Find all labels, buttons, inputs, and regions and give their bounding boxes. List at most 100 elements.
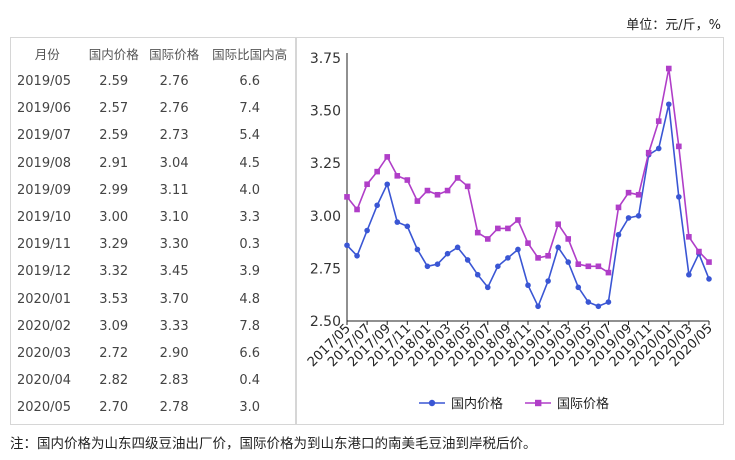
domestic-price-point	[444, 250, 451, 257]
domestic-price-point	[484, 284, 491, 291]
table-row: 2019/07 2.59 2.73 5.4	[11, 122, 295, 149]
cell-difference: 7.8	[239, 318, 261, 334]
domestic-price-point	[525, 282, 531, 289]
cell-international-price: 3.45	[159, 264, 189, 280]
international-price-point	[676, 143, 682, 150]
cell-month: 2019/10	[17, 210, 72, 226]
international-price-point	[484, 236, 491, 242]
y-tick-label: 3.25	[310, 156, 341, 172]
cell-domestic-price: 2.70	[99, 400, 129, 416]
cell-difference: 4.0	[239, 182, 261, 198]
cell-domestic-price: 2.59	[99, 74, 129, 90]
international-price-point	[575, 261, 582, 267]
international-price-point	[454, 175, 461, 181]
domestic-price-point	[404, 223, 411, 230]
cell-international-price: 2.76	[159, 74, 189, 90]
domestic-price-point	[454, 244, 461, 251]
international-price-point	[545, 252, 551, 259]
cell-international-price: 2.78	[159, 400, 189, 416]
domestic-price-point	[605, 299, 612, 305]
y-tick-label: 2.75	[310, 261, 341, 277]
international-price-point	[686, 234, 692, 240]
domestic-price-point	[364, 227, 370, 234]
international-price-point	[384, 154, 391, 160]
table-row: 2019/09 2.99 3.11 4.0	[11, 177, 295, 204]
price-line-chart: 2.502.753.003.253.503.752017/052017/0720…	[305, 51, 716, 412]
table-row: 2020/03 2.72 2.90 6.6	[11, 340, 295, 367]
domestic-price-point	[424, 263, 431, 270]
cell-international-price: 2.76	[159, 101, 189, 117]
domestic-price-point	[595, 303, 602, 310]
y-tick-label: 3.75	[310, 51, 341, 67]
domestic-price-point	[615, 231, 622, 238]
table-row: 2019/05 2.59 2.76 6.6	[11, 68, 295, 95]
cell-domestic-price: 3.09	[99, 318, 129, 334]
cell-domestic-price: 3.29	[99, 237, 129, 253]
international-price-point	[394, 173, 401, 179]
domestic-price-point	[374, 202, 380, 209]
international-price-point	[645, 149, 652, 156]
international-price-point	[434, 191, 441, 198]
table-body: 2019/05 2.59 2.76 6.6 2019/06 2.57 2.76 7.4 2019…	[11, 68, 295, 421]
international-price-point	[595, 263, 602, 270]
cell-difference: 4.8	[239, 291, 261, 307]
cell-month: 2020/04	[17, 373, 72, 389]
international-price-point	[474, 229, 481, 236]
cell-difference: 0.4	[239, 373, 261, 389]
price-table-panel: 月份 国内价格 国际价格 国际比国内高 2019/05 2.59 2.76 6.6 20…	[10, 37, 296, 425]
international-price-point	[444, 187, 451, 194]
cell-international-price: 3.10	[159, 210, 189, 226]
cell-domestic-price: 2.99	[99, 182, 129, 198]
cell-month: 2019/07	[17, 128, 72, 144]
cell-international-price: 3.33	[159, 318, 189, 334]
table-row: 2020/04 2.82 2.83 0.4	[11, 367, 295, 394]
cell-difference: 4.5	[239, 155, 261, 171]
cell-domestic-price: 3.32	[99, 264, 129, 280]
price-chart-panel: 2.50 2.75 3.00 3.25 3.50 3.75 2017/05 2017/07 20…	[296, 37, 724, 425]
y-tick-label: 3.50	[310, 104, 341, 120]
international-price-point	[344, 194, 350, 200]
table-header-row: 月份 国内价格 国际价格 国际比国内高	[11, 38, 295, 68]
legend-international-marker	[535, 399, 542, 407]
international-price-point	[706, 259, 712, 265]
domestic-price-point	[625, 215, 632, 221]
international-price-point	[665, 65, 672, 72]
cell-domestic-price: 2.57	[99, 101, 129, 117]
international-price-point	[464, 183, 471, 190]
cell-month: 2019/11	[17, 237, 72, 253]
cell-difference: 3.3	[239, 210, 261, 226]
cell-month: 2019/12	[17, 264, 72, 280]
international-price-point	[495, 225, 501, 232]
cell-difference: 7.4	[239, 101, 261, 117]
domestic-price-point	[394, 219, 401, 225]
domestic-price-point	[535, 303, 541, 310]
domestic-price-point	[585, 299, 592, 305]
domestic-price-point	[344, 242, 350, 249]
cell-international-price: 3.30	[159, 237, 189, 253]
international-price-point	[525, 240, 531, 246]
international-price-point	[615, 204, 622, 211]
header-international-price: 国际价格	[149, 46, 200, 62]
domestic-price-point	[414, 246, 421, 253]
international-price-point	[354, 206, 360, 213]
footnote: 注：国内价格为山东四级豆油出厂价，国际价格为到山东港口的南美毛豆油到岸税后价。	[10, 436, 537, 452]
international-price-point	[585, 263, 592, 270]
domestic-price-point	[474, 271, 481, 278]
domestic-price-point	[495, 263, 501, 270]
y-tick-label: 2.50	[310, 314, 341, 330]
table-row: 2019/06 2.57 2.76 7.4	[11, 95, 295, 122]
domestic-price-point	[655, 145, 662, 152]
cell-international-price: 3.70	[159, 291, 189, 307]
cell-difference: 3.0	[239, 400, 261, 416]
table-row: 2019/11 3.29 3.30 0.3	[11, 231, 295, 258]
domestic-price-point	[354, 252, 360, 259]
international-price-point	[505, 225, 511, 232]
table-row: 2020/02 3.09 3.33 7.8	[11, 313, 295, 340]
cell-domestic-price: 2.82	[99, 373, 129, 389]
international-price-point	[625, 189, 632, 196]
cell-international-price: 2.73	[159, 128, 189, 144]
international-price-point	[565, 236, 572, 242]
international-price-point	[404, 177, 411, 183]
cell-month: 2019/08	[17, 155, 72, 171]
international-price-point	[696, 248, 702, 255]
